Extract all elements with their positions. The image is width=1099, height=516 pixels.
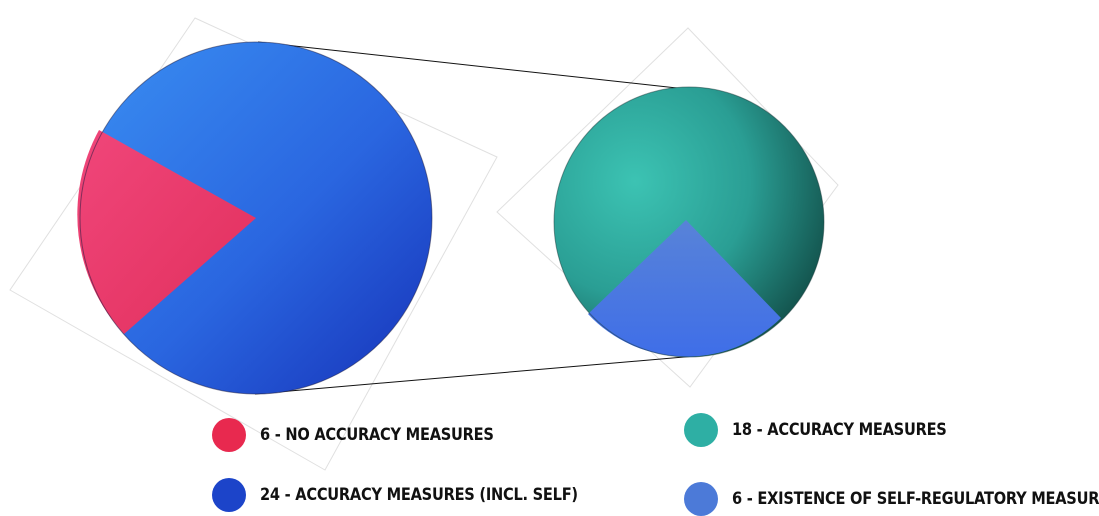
legend-label: 6 - NO ACCURACY MEASURES <box>260 425 494 445</box>
legend-item-existence-of-self-regulatory-measures: 6 - EXISTENCE OF SELF-REGULATORY MEASURE… <box>684 482 1099 516</box>
legend-item-accuracy-measures: 18 - ACCURACY MEASURES <box>684 413 982 447</box>
pie-slice-existence-of-self-regulatory-measures <box>588 220 781 357</box>
legend-label: 18 - ACCURACY MEASURES <box>732 420 947 440</box>
left-pie-frame <box>9 17 498 471</box>
legend-swatch-blue <box>212 478 246 512</box>
connector-line-top <box>257 41 696 91</box>
legend-swatch-red <box>212 418 246 452</box>
connector-line-bottom <box>254 354 708 395</box>
legend-label: 6 - EXISTENCE OF SELF-REGULATORY MEASURE… <box>732 489 1099 509</box>
legend-label: 24 - ACCURACY MEASURES (INCL. SELF) <box>260 485 578 505</box>
left-pie-outline <box>79 41 433 395</box>
legend-item-no-accuracy-measures: 6 - NO ACCURACY MEASURES <box>212 418 532 452</box>
right-pie-outline <box>553 86 825 358</box>
legend-item-accuracy-measures-incl-self: 24 - ACCURACY MEASURES (INCL. SELF) <box>212 478 630 512</box>
pie-slice-no-accuracy-measures <box>77 130 256 334</box>
legend-swatch-light-blue <box>684 482 718 516</box>
legend-swatch-teal <box>684 413 718 447</box>
